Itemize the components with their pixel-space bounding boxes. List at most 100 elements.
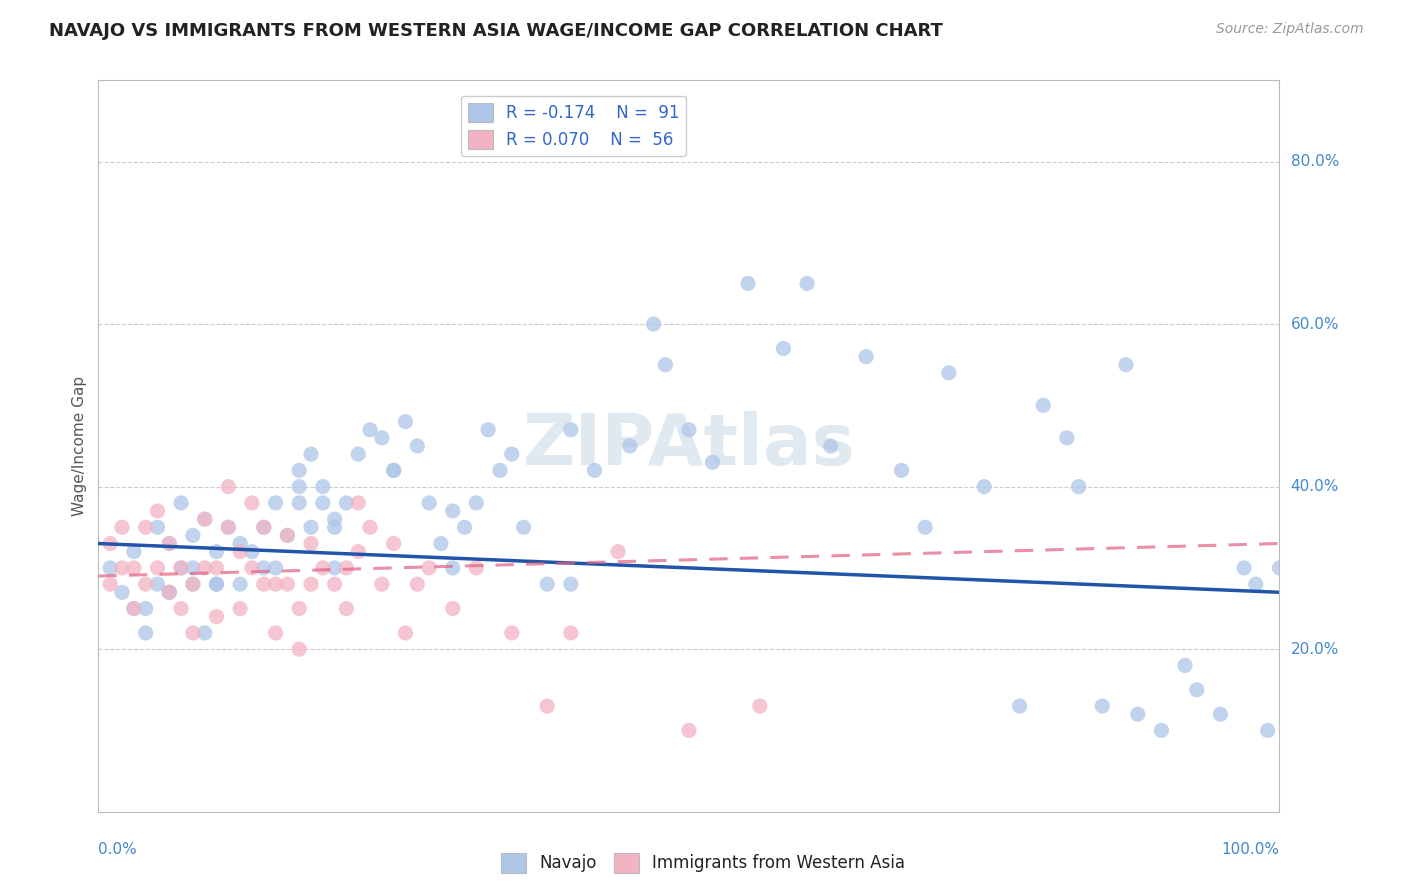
Point (335, 601, 357, 615)
Point (583, 463, 606, 477)
Point (217, 520, 239, 534)
Point (146, 561, 169, 575)
Point (619, 439, 641, 453)
Point (1115, 358, 1137, 372)
Legend: Navajo, Immigrants from Western Asia: Navajo, Immigrants from Western Asia (495, 847, 911, 880)
Point (938, 366, 960, 380)
Point (643, 317, 665, 331)
Point (560, 423, 582, 437)
Point (170, 601, 193, 615)
Point (1268, 561, 1291, 575)
Text: 20.0%: 20.0% (1291, 641, 1339, 657)
Point (194, 512, 217, 526)
Point (264, 561, 287, 575)
Point (264, 577, 287, 591)
Point (157, 536, 180, 550)
Point (299, 577, 322, 591)
Point (181, 528, 204, 542)
Point (323, 520, 346, 534)
Point (157, 536, 180, 550)
Point (1257, 723, 1279, 738)
Point (607, 544, 630, 558)
Legend: R = -0.174    N =  91, R = 0.070    N =  56: R = -0.174 N = 91, R = 0.070 N = 56 (461, 96, 686, 156)
Point (890, 463, 912, 477)
Point (536, 577, 558, 591)
Text: NAVAJO VS IMMIGRANTS FROM WESTERN ASIA WAGE/INCOME GAP CORRELATION CHART: NAVAJO VS IMMIGRANTS FROM WESTERN ASIA W… (49, 22, 943, 40)
Point (122, 561, 145, 575)
Point (560, 577, 582, 591)
Point (536, 699, 558, 714)
Point (181, 561, 204, 575)
Text: 0.0%: 0.0% (98, 842, 138, 857)
Point (371, 577, 394, 591)
Point (382, 463, 405, 477)
Point (501, 626, 523, 640)
Point (288, 642, 311, 657)
Point (229, 544, 252, 558)
Point (1233, 561, 1256, 575)
Point (253, 520, 276, 534)
Point (489, 463, 512, 477)
Point (181, 626, 204, 640)
Point (135, 601, 157, 615)
Point (323, 561, 346, 575)
Y-axis label: Wage/Income Gap: Wage/Income Gap (72, 376, 87, 516)
Point (146, 504, 169, 518)
Point (157, 585, 180, 599)
Point (418, 496, 440, 510)
Point (229, 601, 252, 615)
Point (205, 544, 228, 558)
Point (465, 496, 488, 510)
Point (335, 561, 357, 575)
Point (111, 585, 134, 599)
Point (371, 431, 394, 445)
Point (253, 561, 276, 575)
Point (253, 577, 276, 591)
Point (973, 480, 995, 494)
Point (1209, 707, 1232, 722)
Point (157, 585, 180, 599)
Point (98, 577, 121, 591)
Point (288, 496, 311, 510)
Point (312, 480, 335, 494)
Point (748, 699, 770, 714)
Point (1091, 699, 1114, 714)
Point (170, 561, 193, 575)
Point (441, 504, 464, 518)
Point (276, 528, 298, 542)
Point (181, 577, 204, 591)
Point (441, 601, 464, 615)
Point (111, 561, 134, 575)
Text: Source: ZipAtlas.com: Source: ZipAtlas.com (1216, 22, 1364, 37)
Point (194, 561, 217, 575)
Point (382, 463, 405, 477)
Point (1185, 682, 1208, 697)
Text: ZIPAtlas: ZIPAtlas (523, 411, 855, 481)
Text: 80.0%: 80.0% (1291, 154, 1339, 169)
Point (170, 561, 193, 575)
Point (855, 350, 877, 364)
Point (772, 342, 794, 356)
Point (98, 536, 121, 550)
Point (1056, 431, 1078, 445)
Point (560, 626, 582, 640)
Point (157, 585, 180, 599)
Text: 100.0%: 100.0% (1222, 842, 1279, 857)
Point (205, 577, 228, 591)
Point (406, 577, 429, 591)
Point (98, 561, 121, 575)
Point (122, 601, 145, 615)
Point (323, 512, 346, 526)
Point (312, 561, 335, 575)
Point (394, 626, 416, 640)
Point (347, 447, 370, 461)
Point (678, 423, 700, 437)
Point (323, 577, 346, 591)
Point (205, 561, 228, 575)
Point (194, 626, 217, 640)
Point (394, 415, 416, 429)
Point (240, 496, 263, 510)
Point (299, 447, 322, 461)
Point (217, 520, 239, 534)
Point (501, 447, 523, 461)
